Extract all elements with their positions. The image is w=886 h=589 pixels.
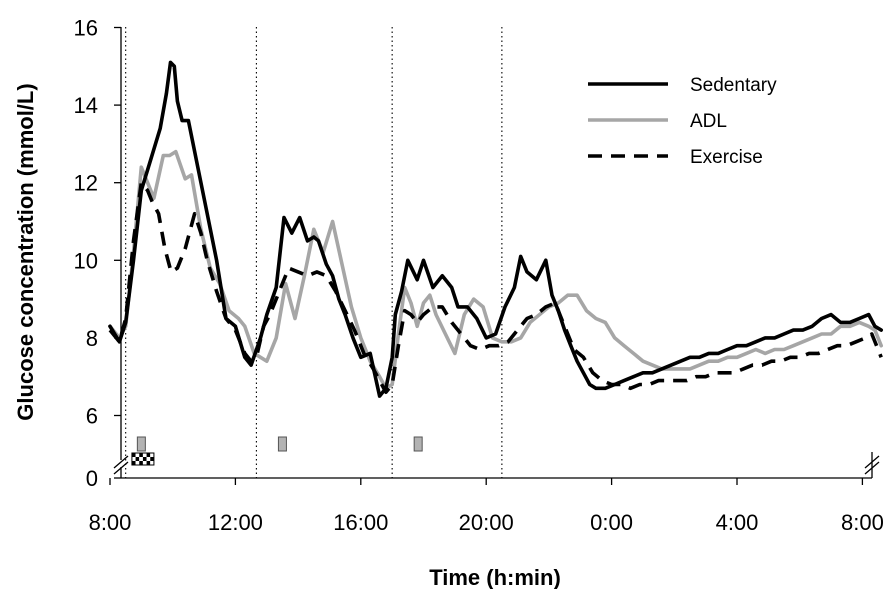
checkered-cell xyxy=(142,453,147,457)
checkered-cell xyxy=(139,461,143,465)
y-axis-break-mark xyxy=(113,455,129,469)
y-tick-label-4: 14 xyxy=(74,93,98,118)
checkered-cell xyxy=(146,457,151,461)
series-line-exercise xyxy=(108,180,883,394)
y-tick-label-3: 12 xyxy=(74,171,98,196)
checkered-cell xyxy=(150,457,154,461)
checkered-cell xyxy=(142,457,147,461)
checkered-cell xyxy=(135,457,140,461)
checkered-cell xyxy=(146,453,151,457)
checkered-cell xyxy=(131,457,136,461)
checkered-cell xyxy=(135,453,140,457)
checkered-cell xyxy=(150,453,154,457)
gray-marker-1 xyxy=(277,436,287,452)
checkered-marker-3 xyxy=(131,452,155,466)
checkered-cell xyxy=(146,461,151,465)
right-axis-break-mark-2 xyxy=(864,461,880,475)
y-axis-break-mark-2 xyxy=(113,461,129,475)
axes: 0 xyxy=(86,27,880,491)
x-tick-label-2: 16:00 xyxy=(333,510,388,535)
y-tick-label-1: 8 xyxy=(86,326,98,351)
vertical-reference-lines xyxy=(125,27,503,478)
checkered-border xyxy=(131,452,155,466)
checkered-cell xyxy=(139,453,143,457)
y-tick-label-2: 10 xyxy=(74,248,98,273)
x-ticks: 8:00 12:00 16:00 20:00 0:00 4:00 8:00 xyxy=(89,478,884,535)
x-tick-label-6: 8:00 xyxy=(841,510,884,535)
series-layer xyxy=(108,60,883,398)
checkered-cell xyxy=(142,461,147,465)
legend-label-adl: ADL xyxy=(690,111,727,132)
series-line-adl xyxy=(108,149,883,391)
legend: Sedentary ADL Exercise xyxy=(588,75,777,168)
checkered-cell xyxy=(131,453,136,457)
x-tick-label-0: 8:00 xyxy=(89,510,132,535)
y-axis-title: Glucose concentration (mmol/L) xyxy=(13,83,38,420)
y-tick-label-5: 16 xyxy=(74,16,98,41)
y-tick-label-0: 6 xyxy=(86,404,98,429)
checkered-cell xyxy=(150,461,154,465)
event-markers xyxy=(131,436,423,466)
checkered-cell xyxy=(139,457,143,461)
y-zero-label: 0 xyxy=(86,466,98,491)
checkered-cell xyxy=(131,461,136,465)
x-tick-label-4: 0:00 xyxy=(590,510,633,535)
legend-label-sedentary: Sedentary xyxy=(690,75,777,96)
y-ticks: 6 8 10 12 14 16 xyxy=(74,16,121,429)
legend-label-exercise: Exercise xyxy=(690,147,763,168)
gray-marker-0 xyxy=(136,436,146,452)
right-axis-break-mark xyxy=(864,455,880,469)
gray-marker-2 xyxy=(413,436,423,452)
x-axis-title: Time (h:min) xyxy=(429,565,561,589)
x-tick-label-1: 12:00 xyxy=(208,510,263,535)
checkered-cell xyxy=(135,461,140,465)
x-tick-label-5: 4:00 xyxy=(716,510,759,535)
x-tick-label-3: 20:00 xyxy=(459,510,514,535)
